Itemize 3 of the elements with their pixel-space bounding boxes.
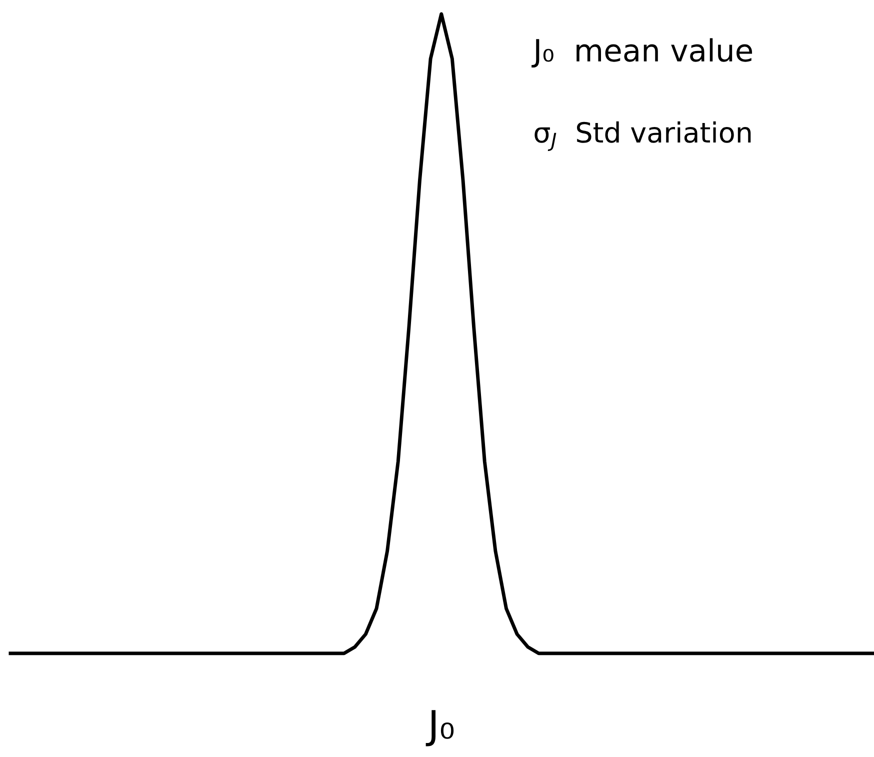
text: J₀ <box>426 710 454 746</box>
annotation: J₀ mean value <box>532 38 752 68</box>
annotation: σ$_{J}$ Std variation <box>534 121 751 151</box>
